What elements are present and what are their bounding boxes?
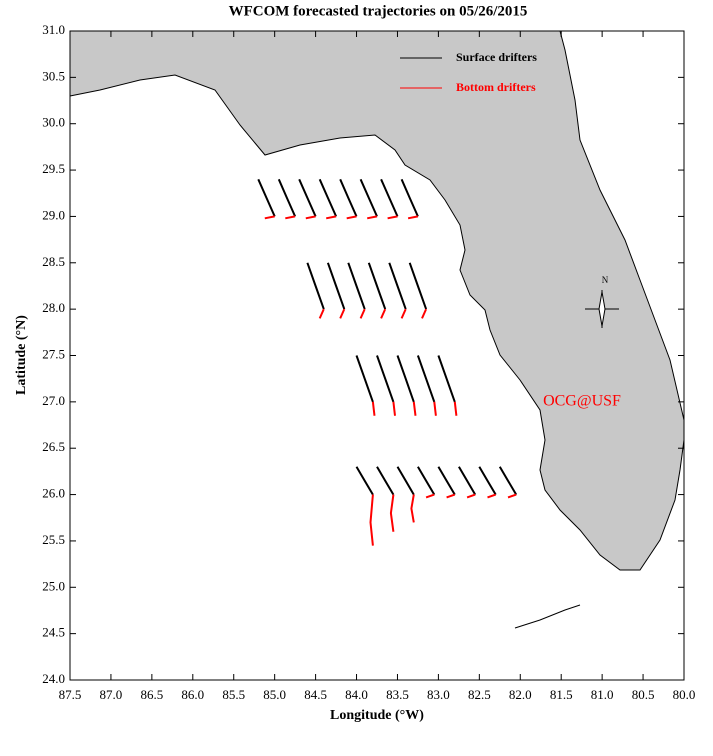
x-tick-label: 82.0 bbox=[509, 687, 532, 702]
y-tick-label: 27.0 bbox=[42, 393, 65, 408]
legend-label: Bottom drifters bbox=[456, 80, 536, 94]
x-tick-label: 80.0 bbox=[673, 687, 696, 702]
y-tick-label: 28.0 bbox=[42, 300, 65, 315]
y-tick-label: 26.5 bbox=[42, 439, 65, 454]
y-axis-title: Latitude (°N) bbox=[14, 315, 29, 395]
y-tick-label: 28.5 bbox=[42, 254, 65, 269]
y-tick-label: 29.5 bbox=[42, 161, 65, 176]
chart-title: WFCOM forecasted trajectories on 05/26/2… bbox=[229, 3, 528, 19]
y-tick-label: 30.5 bbox=[42, 68, 65, 83]
drifter-track bbox=[257, 178, 518, 496]
x-tick-label: 84.0 bbox=[345, 687, 368, 702]
x-tick-label: 82.5 bbox=[468, 687, 491, 702]
y-tick-label: 25.5 bbox=[42, 532, 65, 547]
compass-label: N bbox=[602, 275, 609, 285]
x-tick-label: 85.0 bbox=[263, 687, 286, 702]
y-tick-label: 27.5 bbox=[42, 346, 65, 361]
x-tick-label: 85.5 bbox=[222, 687, 245, 702]
x-tick-label: 84.5 bbox=[304, 687, 327, 702]
y-tick-label: 29.0 bbox=[42, 207, 65, 222]
x-tick-label: 81.0 bbox=[591, 687, 614, 702]
x-axis-title: Longitude (°W) bbox=[330, 708, 424, 723]
y-tick-label: 31.0 bbox=[42, 22, 65, 37]
x-tick-label: 83.0 bbox=[427, 687, 450, 702]
x-tick-label: 87.0 bbox=[100, 687, 123, 702]
annotation: OCG@USF bbox=[543, 393, 621, 410]
drifter-track bbox=[264, 215, 517, 546]
x-tick-label: 86.5 bbox=[140, 687, 163, 702]
keys bbox=[514, 604, 581, 629]
x-tick-label: 86.0 bbox=[181, 687, 204, 702]
y-tick-label: 26.0 bbox=[42, 486, 65, 501]
y-tick-label: 25.0 bbox=[42, 578, 65, 593]
x-tick-label: 83.5 bbox=[386, 687, 409, 702]
y-tick-label: 24.5 bbox=[42, 625, 65, 640]
legend-label: Surface drifters bbox=[456, 50, 537, 64]
y-tick-label: 30.0 bbox=[42, 115, 65, 130]
x-tick-label: 80.5 bbox=[632, 687, 655, 702]
compass bbox=[585, 290, 619, 328]
x-tick-label: 87.5 bbox=[59, 687, 82, 702]
land bbox=[69, 30, 685, 571]
y-tick-label: 24.0 bbox=[42, 671, 65, 686]
x-tick-label: 81.5 bbox=[550, 687, 573, 702]
